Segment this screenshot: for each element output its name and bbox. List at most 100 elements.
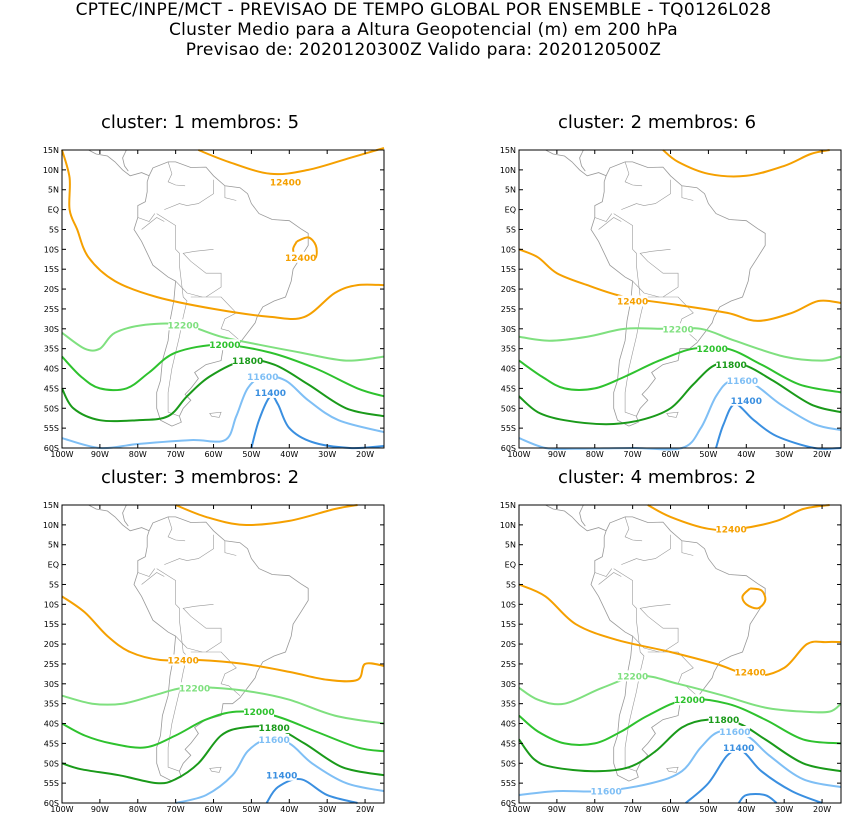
- lat-tick-label: 15N: [43, 501, 59, 510]
- lat-tick-label: 35S: [501, 700, 516, 709]
- lat-tick-label: 20S: [44, 640, 59, 649]
- contour-label: 12400: [285, 254, 316, 264]
- map-panel-4: cluster: 4 membros: 2 12400 12400 12200 120…: [457, 467, 847, 814]
- map-svg: 12400 12200 12000 11800 11600 11400 15N 10N 5N EQ…: [43, 501, 385, 814]
- falkland-islands: [209, 766, 222, 773]
- lat-tick-label: 40S: [501, 720, 516, 729]
- contour-label-bg: [270, 176, 301, 188]
- country-border: [224, 185, 237, 201]
- lat-tick-label: 50S: [501, 404, 516, 413]
- lon-tick-label: 30W: [775, 450, 793, 459]
- lat-tick-label: 60S: [501, 444, 516, 453]
- lat-tick-label: 25S: [44, 660, 59, 669]
- map-frame: [518, 149, 842, 449]
- country-border: [594, 213, 613, 222]
- lat-tick-label: 35S: [501, 345, 516, 354]
- central-america-coast: [88, 504, 150, 532]
- lon-tick-label: 50W: [699, 450, 717, 459]
- lat-tick-label: 10S: [44, 245, 59, 254]
- lon-tick-label: 20W: [356, 805, 374, 814]
- lon-tick-label: 30W: [318, 450, 336, 459]
- coastlines: [545, 504, 766, 782]
- lat-tick-label: 10S: [501, 245, 516, 254]
- country-border: [175, 280, 203, 298]
- lon-tick-label: 20W: [356, 450, 374, 459]
- central-america-coast: [122, 149, 129, 172]
- contour-label: 11600: [727, 377, 758, 387]
- contour-label: 11800: [258, 724, 289, 734]
- lon-tick-label: 50W: [242, 450, 260, 459]
- lat-tick-label: 5S: [506, 581, 516, 590]
- lat-tick-label: 15S: [44, 620, 59, 629]
- lon-tick-label: 90W: [548, 805, 566, 814]
- contour-label-bg: [727, 375, 758, 386]
- falkland-islands: [666, 766, 679, 773]
- lat-tick-label: 15N: [43, 146, 59, 155]
- lat-tick-label: 35S: [44, 700, 59, 709]
- contour-line: [662, 149, 830, 178]
- country-border: [681, 185, 694, 201]
- lat-tick-label: EQ: [505, 206, 516, 215]
- lat-tick-label: 30S: [44, 680, 59, 689]
- map-svg: 12400 12200 12000 11800 11600 11400 15N 10N 5N EQ…: [500, 146, 842, 459]
- contour-label: 12000: [674, 696, 705, 706]
- contour-label-bg: [285, 251, 316, 263]
- lon-tick-label: 80W: [129, 450, 147, 459]
- lat-tick-label: 25S: [501, 660, 516, 669]
- contour-label: 12200: [179, 684, 210, 694]
- lat-tick-label: 60S: [44, 444, 59, 453]
- header-line-1: CPTEC/INPE/MCT - PREVISAO DE TEMPO GLOBA…: [75, 0, 772, 20]
- country-border: [182, 249, 222, 298]
- country-border: [167, 161, 186, 187]
- header-line-3: Previsao de: 2020120300Z Valido para: 20…: [185, 40, 662, 60]
- contour-label-bg: [232, 355, 263, 367]
- lon-tick-label: 40W: [737, 805, 755, 814]
- contour-label: 12200: [168, 321, 199, 331]
- lat-tick-label: 45S: [501, 384, 516, 393]
- country-border: [141, 572, 165, 585]
- central-america-coast: [545, 149, 607, 177]
- lon-tick-label: 50W: [699, 805, 717, 814]
- country-border: [613, 568, 645, 772]
- contour-line: [265, 777, 358, 804]
- lat-tick-label: 20S: [501, 285, 516, 294]
- lat-tick-label: 5N: [48, 186, 59, 195]
- contour-label: 12000: [697, 345, 728, 355]
- contour-line: [518, 361, 842, 426]
- country-border: [632, 635, 660, 653]
- contour-label-bg: [723, 741, 754, 753]
- lat-tick-label: 40S: [501, 365, 516, 374]
- lon-tick-label: 60W: [204, 805, 222, 814]
- lon-tick-label: 80W: [129, 805, 147, 814]
- contour-label: 12400: [734, 668, 765, 678]
- lon-tick-label: 100W: [50, 805, 73, 814]
- lat-tick-label: 25S: [44, 305, 59, 314]
- lat-tick-label: 40S: [44, 365, 59, 374]
- contour-label: 11400: [266, 772, 297, 782]
- contour-label-bg: [179, 682, 210, 694]
- lat-tick-label: 10N: [500, 166, 516, 175]
- lon-tick-label: 100W: [507, 450, 530, 459]
- contour-line: [518, 718, 842, 773]
- lat-tick-label: 10N: [43, 166, 59, 175]
- country-border: [663, 651, 698, 696]
- contour-label-bg: [255, 386, 286, 398]
- country-border: [141, 217, 165, 230]
- contour-line: [61, 595, 385, 683]
- contour-label-bg: [697, 343, 728, 355]
- lat-tick-label: 5S: [506, 226, 516, 235]
- country-border: [613, 213, 645, 417]
- lat-tick-label: 25S: [501, 305, 516, 314]
- lat-tick-label: 30S: [501, 325, 516, 334]
- contour-label-bg: [617, 295, 648, 307]
- central-america-coast: [579, 149, 586, 172]
- lat-tick-label: 5N: [505, 186, 516, 195]
- contour-label: 12400: [715, 525, 746, 535]
- lon-tick-label: 40W: [737, 450, 755, 459]
- continent-outline: [133, 516, 309, 782]
- country-border: [632, 280, 660, 298]
- lon-tick-label: 100W: [507, 805, 530, 814]
- contour-line: [518, 583, 842, 677]
- contour-line: [518, 345, 842, 394]
